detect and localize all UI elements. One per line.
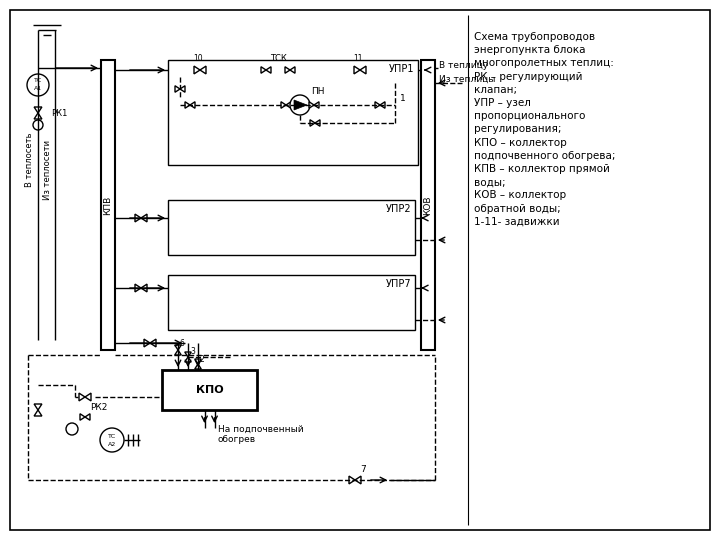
Polygon shape bbox=[290, 67, 295, 73]
Text: А2: А2 bbox=[108, 442, 116, 447]
Polygon shape bbox=[150, 339, 156, 347]
Polygon shape bbox=[135, 214, 141, 222]
Polygon shape bbox=[310, 120, 315, 126]
Polygon shape bbox=[309, 102, 314, 108]
Polygon shape bbox=[180, 86, 185, 92]
Polygon shape bbox=[80, 414, 85, 420]
Text: ТС: ТС bbox=[34, 78, 42, 84]
Polygon shape bbox=[34, 410, 42, 416]
Text: В теплосеть: В теплосеть bbox=[25, 133, 35, 187]
Text: 3: 3 bbox=[190, 348, 195, 356]
Bar bbox=[101, 60, 115, 350]
Polygon shape bbox=[200, 66, 206, 74]
Text: УПР1: УПР1 bbox=[389, 64, 414, 74]
Text: КПВ: КПВ bbox=[104, 195, 112, 214]
Text: УПР2: УПР2 bbox=[385, 204, 411, 214]
Polygon shape bbox=[314, 102, 319, 108]
Text: 10: 10 bbox=[193, 54, 203, 63]
Text: Схема трубопроводов
энергопункта блока
многопролетных теплиц:
РК – регулирующий
: Схема трубопроводов энергопункта блока м… bbox=[474, 32, 616, 227]
Text: На подпочвенный
обогрев: На подпочвенный обогрев bbox=[217, 425, 303, 444]
Polygon shape bbox=[85, 414, 90, 420]
Circle shape bbox=[27, 74, 49, 96]
Circle shape bbox=[33, 120, 43, 130]
Polygon shape bbox=[380, 102, 385, 108]
Polygon shape bbox=[141, 284, 147, 292]
Polygon shape bbox=[34, 113, 42, 119]
Bar bbox=[162, 370, 257, 410]
Polygon shape bbox=[185, 102, 190, 108]
Circle shape bbox=[66, 423, 78, 435]
Text: В теплицу: В теплицу bbox=[439, 62, 488, 71]
Polygon shape bbox=[266, 67, 271, 73]
Circle shape bbox=[100, 428, 124, 452]
Polygon shape bbox=[354, 66, 360, 74]
Polygon shape bbox=[34, 107, 42, 113]
Polygon shape bbox=[285, 67, 290, 73]
Polygon shape bbox=[141, 214, 147, 222]
Polygon shape bbox=[349, 476, 355, 484]
Polygon shape bbox=[194, 66, 200, 74]
Polygon shape bbox=[194, 364, 202, 369]
Polygon shape bbox=[360, 66, 366, 74]
Text: 7: 7 bbox=[360, 465, 366, 474]
Polygon shape bbox=[190, 102, 195, 108]
Polygon shape bbox=[185, 352, 192, 357]
Polygon shape bbox=[286, 102, 291, 108]
Polygon shape bbox=[79, 393, 85, 401]
Text: Из теплосети: Из теплосети bbox=[42, 140, 52, 200]
Polygon shape bbox=[175, 350, 181, 355]
Bar bbox=[168, 200, 415, 255]
Text: ТСК: ТСК bbox=[269, 54, 287, 63]
Polygon shape bbox=[144, 339, 150, 347]
Text: РК2: РК2 bbox=[90, 402, 107, 411]
Text: РК1: РК1 bbox=[51, 109, 68, 118]
Polygon shape bbox=[281, 102, 286, 108]
Polygon shape bbox=[185, 357, 192, 362]
Text: 1: 1 bbox=[400, 94, 406, 103]
Text: 11: 11 bbox=[354, 54, 363, 63]
Polygon shape bbox=[194, 359, 202, 364]
Polygon shape bbox=[175, 345, 181, 350]
Text: 6: 6 bbox=[180, 339, 185, 348]
Text: УПР7: УПР7 bbox=[385, 279, 411, 289]
Bar bbox=[168, 275, 415, 330]
Polygon shape bbox=[175, 86, 180, 92]
Text: ПН: ПН bbox=[311, 86, 325, 96]
Polygon shape bbox=[85, 393, 91, 401]
Polygon shape bbox=[135, 284, 141, 292]
Bar bbox=[421, 60, 435, 350]
Bar bbox=[168, 60, 418, 165]
Polygon shape bbox=[34, 404, 42, 410]
Polygon shape bbox=[315, 120, 320, 126]
Polygon shape bbox=[375, 102, 380, 108]
Text: 2: 2 bbox=[200, 354, 204, 363]
Text: А1: А1 bbox=[34, 85, 42, 91]
Text: КОВ: КОВ bbox=[423, 195, 433, 215]
Text: ТС: ТС bbox=[108, 434, 116, 438]
Text: Из теплицы: Из теплицы bbox=[439, 75, 495, 84]
Polygon shape bbox=[294, 100, 307, 110]
Circle shape bbox=[290, 95, 310, 115]
Text: КПО: КПО bbox=[196, 385, 223, 395]
Polygon shape bbox=[355, 476, 361, 484]
Polygon shape bbox=[261, 67, 266, 73]
